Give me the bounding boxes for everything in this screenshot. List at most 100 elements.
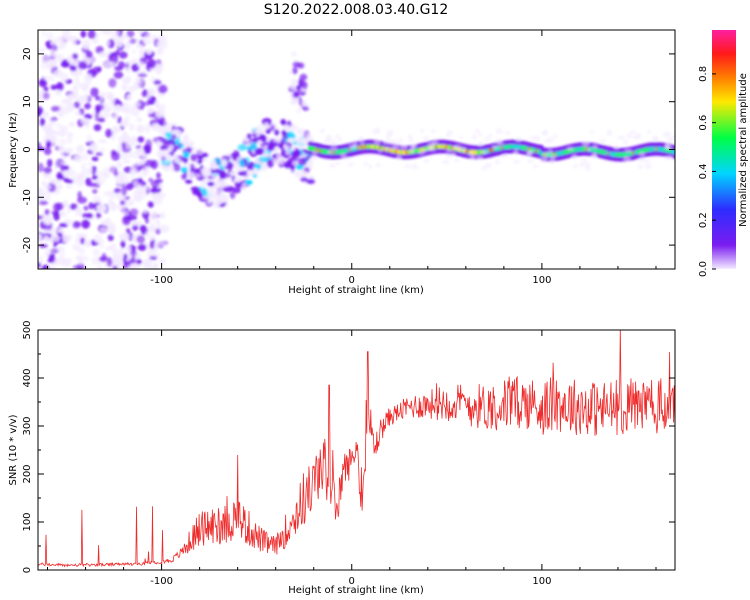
- spectrogram-cell-35: [147, 201, 155, 208]
- spectrogram-cell-2295: [484, 162, 492, 169]
- spectrogram-cell-2208: [329, 146, 338, 151]
- spectrogram-cell-202: [72, 81, 82, 89]
- spectrogram-cell-544: [126, 245, 131, 254]
- colorbar: 0.0 0.2 0.4 0.6 0.8 Normalized spectral ampl…: [698, 30, 749, 277]
- spectrogram-cell-1097: [252, 167, 258, 175]
- spectrogram-cell-684: [121, 131, 129, 140]
- spectrogram-cell-1152: [301, 99, 307, 107]
- spectrogram-cell-649: [111, 30, 120, 38]
- spectrogram-cell-1098: [197, 159, 202, 165]
- spectrogram-cell-2181: [385, 135, 391, 140]
- spectrogram-cell-622: [58, 138, 68, 146]
- snr-xtick-label-0: -100: [150, 576, 173, 587]
- spectrogram-cell-674: [53, 69, 63, 78]
- spectrogram-cell-2283: [501, 153, 508, 159]
- spectrogram-cell-855: [180, 166, 188, 174]
- spectrogram-cell-327: [38, 233, 43, 242]
- spectrogram-cell-1129: [292, 79, 298, 84]
- spectrogram-cell-2173: [311, 154, 318, 161]
- spectrogram-cell-272: [43, 86, 49, 92]
- spectrogram-cell-1116: [304, 131, 310, 140]
- spectrogram-cell-626: [81, 117, 89, 125]
- spectrogram-cell-2230: [624, 149, 632, 153]
- spectrogram-cell-991: [241, 182, 247, 191]
- spectrogram-cell-486: [57, 109, 65, 118]
- spectrogram-cell-2184: [664, 155, 672, 161]
- spectrogram-cell-1104: [160, 152, 166, 159]
- spectrogram-cell-1021: [254, 148, 265, 156]
- spectrogram-cell-301: [103, 61, 111, 69]
- spectrogram-cell-304: [100, 91, 105, 97]
- spectrogram-cell-985: [283, 144, 291, 150]
- spectrogram-cell-639: [149, 241, 155, 250]
- spectrogram-cell-47: [117, 116, 122, 124]
- spectrogram-cell-473: [109, 164, 116, 174]
- spectrogram-cell-2170: [404, 163, 411, 169]
- spectrogram-cell-138: [60, 126, 69, 132]
- spectrogram-cell-478: [98, 139, 108, 144]
- spectrogram-cell-2166: [409, 148, 415, 154]
- spectrogram-cell-456: [48, 57, 58, 68]
- spectrogram-cell-2259: [542, 129, 549, 136]
- spectrogram-xtick-label-0: -100: [150, 275, 173, 286]
- spectrogram-cell-567: [126, 93, 132, 102]
- spectrogram-cell-922: [246, 133, 252, 140]
- spectrogram-cell-308: [150, 76, 156, 83]
- spectrogram-cell-2190: [399, 144, 408, 150]
- spectrogram-cell-382: [132, 234, 139, 244]
- spectrogram-cell-614: [131, 220, 139, 226]
- spectrogram-cell-647: [56, 184, 63, 189]
- spectrogram-cell-656: [89, 142, 98, 152]
- spectrogram-cell-636: [127, 215, 138, 221]
- spectrogram-cell-479: [83, 239, 90, 248]
- spectrogram-cell-574: [145, 139, 152, 150]
- spectrogram-cell-1111: [292, 160, 299, 166]
- spectrogram-cell-697: [56, 174, 65, 180]
- spectrogram-cell-1015: [300, 177, 308, 182]
- spectrogram-ytick-label-4: 20: [22, 48, 33, 61]
- spectrogram-cell-571: [136, 30, 145, 34]
- spectrogram-cell-2196: [329, 140, 338, 146]
- spectrogram-cell-539: [156, 172, 161, 179]
- spectrogram-cell-436: [155, 48, 164, 56]
- spectrogram-cell-608: [87, 30, 96, 39]
- spectrogram-cell-1082: [272, 158, 279, 164]
- spectrogram-cell-1088: [212, 194, 220, 201]
- spectrogram-cell-255: [55, 89, 62, 96]
- spectrogram-cell-685: [44, 209, 50, 215]
- spectrogram-ytick-label-2: 0: [22, 146, 33, 152]
- spectrogram-cell-2267: [666, 132, 671, 137]
- spectrogram-cell-38: [118, 51, 128, 59]
- snr-ylabel: SNR (10 * v/v): [8, 414, 19, 485]
- spectrogram-cell-565: [143, 208, 148, 214]
- spectrogram-cell-111: [148, 177, 153, 183]
- spectrogram-cell-2160: [373, 140, 381, 145]
- spectrogram-cell-984: [233, 165, 241, 170]
- spectrogram-cell-641: [84, 73, 93, 82]
- spectrogram-cell-514: [137, 177, 143, 184]
- spectrogram-cell-1158: [292, 91, 299, 98]
- spectrogram-cell-1145: [290, 51, 297, 57]
- spectrogram-cell-632: [137, 136, 145, 143]
- spectrogram-cell-687: [143, 101, 151, 106]
- spectrogram-cell-954: [224, 186, 235, 192]
- spectrogram-cell-1117: [174, 157, 181, 164]
- spectrogram-xtick-label-2: 100: [532, 275, 551, 286]
- spectrogram-cell-409: [111, 151, 121, 161]
- spectrogram-cell-2296: [548, 158, 556, 165]
- spectrogram-cell-1114: [300, 170, 309, 176]
- snr-ytick-label-2: 200: [22, 464, 33, 483]
- spectrogram-cell-612: [103, 191, 113, 196]
- spectrogram-cell-670: [86, 167, 93, 173]
- spectrogram-cell-1092: [252, 173, 258, 178]
- spectrogram-cell-211: [86, 161, 95, 166]
- spectrogram-cell-843: [273, 147, 279, 154]
- spectrogram-cell-675: [129, 111, 140, 117]
- spectrogram-cell-380: [91, 175, 98, 180]
- spectrogram-cell-488: [54, 54, 62, 60]
- spectrogram-cell-2272: [494, 158, 501, 165]
- spectrogram-cell-579: [69, 65, 77, 72]
- spectrogram-cell-1017: [300, 157, 310, 162]
- spectrogram-cell-1027: [297, 140, 302, 150]
- spectrogram-cell-523: [57, 145, 65, 151]
